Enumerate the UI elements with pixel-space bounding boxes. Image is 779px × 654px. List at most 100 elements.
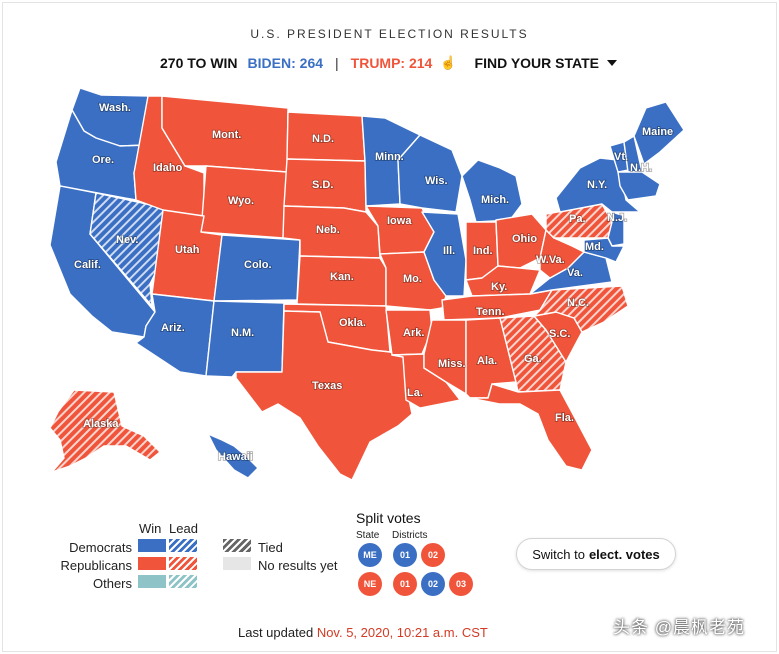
me-state-dot[interactable]: ME <box>358 543 382 567</box>
label-ut: Utah <box>175 244 200 256</box>
label-nj: N.J. <box>607 212 627 224</box>
legend-others-label: Others <box>92 576 132 591</box>
ne-state-dot[interactable]: NE <box>358 572 382 596</box>
state-nm[interactable] <box>205 300 285 378</box>
label-ca: Calif. <box>74 259 101 271</box>
label-ms: Miss. <box>438 358 466 370</box>
state-nc[interactable] <box>533 285 629 333</box>
caret-down-icon <box>606 60 617 66</box>
state-mi[interactable] <box>461 159 523 223</box>
label-md: Md. <box>585 241 604 253</box>
label-sd: S.D. <box>312 179 333 191</box>
label-wv: W.Va. <box>536 254 565 266</box>
label-ar: Ark. <box>403 327 424 339</box>
label-az: Ariz. <box>161 322 185 334</box>
me-district-02-dot[interactable]: 02 <box>421 543 445 567</box>
label-ak: Alaska <box>83 418 119 430</box>
label-co: Colo. <box>244 259 272 271</box>
legend-democrats-label: Democrats <box>69 540 132 555</box>
label-wa: Wash. <box>99 102 131 114</box>
label-ok: Okla. <box>339 317 366 329</box>
trump-count: TRUMP: 214 <box>350 55 433 71</box>
label-vt: Vt. <box>614 151 628 163</box>
swatch-tied <box>223 539 251 552</box>
state-fl[interactable] <box>469 383 593 471</box>
switch-electoral-votes-button[interactable]: Switch to elect. votes <box>516 538 676 570</box>
watermark-text: 头条 @晨枫老苑 <box>613 618 745 637</box>
last-updated: Last updated Nov. 5, 2020, 10:21 a.m. CS… <box>238 625 488 640</box>
me-district-01-dot[interactable]: 01 <box>393 543 417 567</box>
legend-tied-label: Tied <box>258 540 283 555</box>
label-or: Ore. <box>92 154 114 166</box>
label-mt: Mont. <box>212 129 241 141</box>
find-state-dropdown[interactable]: FIND YOUR STATE <box>475 55 617 71</box>
label-in: Ind. <box>473 245 493 257</box>
state-me[interactable] <box>633 101 685 165</box>
label-nh: N.H. <box>630 162 652 174</box>
label-ne: Neb. <box>316 224 340 236</box>
label-la: La. <box>407 387 423 399</box>
ne-district-01-dot[interactable]: 01 <box>393 572 417 596</box>
biden-count: BIDEN: 264 <box>247 55 324 71</box>
label-ks: Kan. <box>330 271 354 283</box>
label-ky: Ky. <box>491 281 507 293</box>
state-wi[interactable] <box>397 134 463 213</box>
find-state-label: FIND YOUR STATE <box>474 55 599 71</box>
state-tx[interactable] <box>235 310 413 481</box>
swatch-rep-win <box>138 557 166 570</box>
label-mi: Mich. <box>481 194 509 206</box>
label-pa: Pa. <box>569 213 586 225</box>
swatch-oth-win <box>138 575 166 588</box>
label-fl: Fla. <box>555 412 574 424</box>
split-votes-title: Split votes <box>356 510 421 526</box>
split-state-label: State <box>356 530 380 541</box>
label-tx: Texas <box>312 380 342 392</box>
label-oh: Ohio <box>512 233 537 245</box>
label-wi: Wis. <box>425 175 448 187</box>
legend-win-header: Win <box>139 521 162 536</box>
state-md[interactable] <box>583 237 625 263</box>
results-separator: | <box>335 55 339 71</box>
label-mo: Mo. <box>403 273 422 285</box>
pointer-hand-icon: ☝ <box>440 55 457 70</box>
legend-no-results-label: No results yet <box>258 558 338 573</box>
state-ak[interactable] <box>49 389 161 473</box>
label-nd: N.D. <box>312 133 334 145</box>
legend-republicans-label: Republicans <box>60 558 132 573</box>
last-updated-prefix: Last updated <box>238 625 314 640</box>
swatch-rep-lead <box>169 557 197 570</box>
label-id: Idaho <box>153 162 183 174</box>
label-ny: N.Y. <box>587 179 607 191</box>
swatch-oth-lead <box>169 575 197 588</box>
switch-bold-label: elect. votes <box>588 546 660 562</box>
swatch-dem-lead <box>169 539 197 552</box>
label-ga: Ga. <box>524 353 542 365</box>
state-new-england-south[interactable] <box>617 171 661 201</box>
ne-district-03-dot[interactable]: 03 <box>449 572 473 596</box>
label-wy: Wyo. <box>228 195 254 207</box>
label-il: Ill. <box>443 245 455 257</box>
label-al: Ala. <box>477 355 497 367</box>
results-bar: 270 TO WIN BIDEN: 264 | TRUMP: 214 ☝ FIN… <box>160 53 617 73</box>
last-updated-timestamp: Nov. 5, 2020, 10:21 a.m. CST <box>316 625 488 640</box>
page-title: U.S. PRESIDENT ELECTION RESULTS <box>250 27 529 41</box>
label-ia: Iowa <box>387 215 412 227</box>
legend-lead-header: Lead <box>169 521 198 536</box>
label-nc: N.C. <box>567 297 589 309</box>
switch-prefix: Switch to <box>532 546 585 562</box>
label-me: Maine <box>642 126 673 138</box>
label-va: Va. <box>567 267 583 279</box>
label-mn: Minn. <box>375 151 404 163</box>
swatch-dem-win <box>138 539 166 552</box>
ne-district-02-dot[interactable]: 02 <box>421 572 445 596</box>
label-hi: Hawaii <box>218 451 253 463</box>
split-districts-label: Districts <box>392 530 428 541</box>
label-tn: Tenn. <box>476 306 505 318</box>
label-nm: N.M. <box>231 327 254 339</box>
swatch-no-results <box>223 557 251 570</box>
state-hi[interactable] <box>207 433 259 479</box>
state-il[interactable] <box>421 211 467 297</box>
label-sc: S.C. <box>549 328 570 340</box>
